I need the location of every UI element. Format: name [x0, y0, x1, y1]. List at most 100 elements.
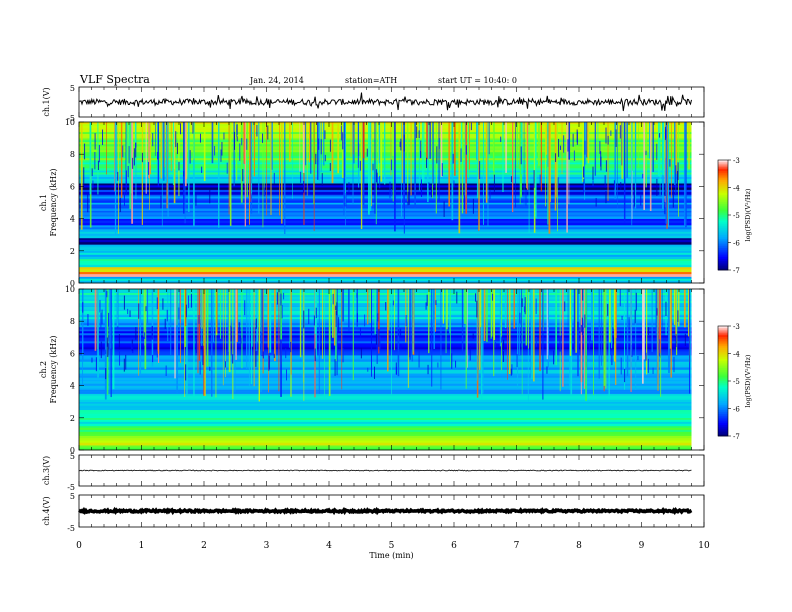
x-tick-label: 10	[698, 541, 710, 551]
spectrogram-streak	[637, 355, 639, 361]
spectrogram-streak	[202, 348, 204, 366]
spectrogram-cell	[79, 433, 692, 437]
spectrogram-cell	[79, 260, 692, 264]
spectrogram-cell	[79, 405, 692, 409]
spectrogram-streak	[475, 293, 477, 302]
spectrogram-cell	[79, 438, 692, 441]
spectrogram-streak	[303, 310, 305, 329]
spectrogram-streak	[631, 344, 633, 357]
spectrogram-streak	[492, 293, 494, 301]
panel-ch4: 5 -5 ch.4(V)	[42, 492, 705, 533]
spectrogram-streak	[409, 344, 411, 358]
spectrogram-streak	[341, 122, 344, 178]
spectrogram-streak	[547, 289, 549, 370]
spectrogram-streak	[329, 139, 331, 152]
spectrogram-streak	[662, 122, 665, 176]
spectrogram-streak	[172, 122, 175, 185]
spectrogram-streak	[329, 289, 331, 384]
colorbar-cell	[718, 182, 728, 185]
spectrogram-streak	[548, 122, 551, 234]
spectrogram-streak	[656, 178, 658, 196]
spectrogram-streak	[426, 122, 428, 160]
spectrogram-streak	[261, 289, 263, 357]
spectrogram-streak	[189, 150, 191, 164]
spectrogram-streak	[270, 122, 272, 215]
colorbar-cell	[718, 213, 728, 216]
colorbar-cell	[718, 262, 728, 265]
spectrogram-streak	[193, 122, 195, 226]
colorbar-cell	[718, 172, 728, 176]
spectrogram-streak	[105, 349, 107, 355]
spectrogram-streak	[685, 122, 687, 228]
spectrogram-streak	[289, 289, 291, 348]
spectrogram-streak	[198, 315, 200, 325]
spectrogram-cell	[79, 409, 692, 413]
spectrogram-streak	[315, 307, 317, 319]
spectrogram-cell	[79, 447, 692, 451]
spectrogram-streak	[605, 289, 607, 389]
spectrogram-streak	[645, 150, 647, 156]
spectrogram-streak	[260, 289, 262, 392]
spectrogram-streak	[389, 181, 391, 199]
spectrogram-streak	[585, 289, 587, 401]
spectrogram-streak	[133, 148, 135, 166]
spectrogram-streak	[340, 125, 342, 141]
spectrogram-streak	[561, 122, 563, 175]
spectrogram-streak	[350, 122, 352, 158]
spectrogram-streak	[135, 122, 137, 200]
spectrogram-streak	[183, 122, 185, 214]
spectrogram-streak	[443, 201, 445, 217]
spectrogram-streak	[449, 289, 451, 334]
spectrogram-streak	[313, 122, 315, 231]
spectrogram-streak	[591, 289, 593, 341]
spectrogram-streak	[303, 180, 305, 192]
spectrogram-cell	[79, 397, 692, 400]
spectrogram-streak	[598, 289, 600, 379]
spectrogram-streak	[399, 141, 401, 147]
spectrogram-streak	[584, 122, 586, 194]
spectrogram-streak	[451, 353, 453, 369]
colorbar-cell	[718, 244, 728, 247]
spectrogram-streak	[262, 122, 264, 228]
spectrogram-streak	[545, 122, 546, 207]
spectrogram-streak	[83, 167, 85, 185]
spectrogram-streak	[643, 122, 645, 210]
spectrogram-streak	[584, 314, 586, 328]
spectrogram-streak	[179, 289, 181, 364]
colorbar-tick-label: -6	[733, 240, 740, 248]
spectrogram-streak	[407, 191, 409, 206]
spectrogram-cell	[79, 341, 692, 344]
spectrogram-streak	[428, 182, 430, 189]
spectrogram-streak	[362, 122, 365, 205]
spectrogram-streak	[232, 289, 234, 399]
spectrogram-streak	[580, 324, 582, 333]
spectrogram-streak	[376, 289, 378, 364]
spectrogram-streak	[235, 289, 237, 360]
spectrogram-cell	[79, 345, 692, 348]
spectrogram-streak	[321, 173, 323, 187]
colorbar-cell	[718, 227, 728, 231]
spectrogram-streak	[500, 136, 502, 142]
spectrogram-cell	[79, 189, 692, 193]
spectrogram-streak	[247, 122, 249, 157]
spectrogram-streak	[640, 195, 642, 206]
spectrogram-streak	[533, 170, 535, 188]
spectrogram-streak	[336, 302, 338, 316]
spectrogram-cell	[79, 383, 692, 386]
spectrogram-streak	[224, 361, 226, 368]
spectrogram-streak	[271, 122, 273, 170]
spectrogram-streak	[465, 122, 468, 214]
spectrogram-streak	[336, 289, 338, 376]
spectrogram-streak	[145, 122, 147, 194]
colorbar-cell	[718, 410, 728, 413]
colorbar-cell	[718, 255, 728, 258]
spectrogram-streak	[555, 153, 557, 163]
spectrogram-streak	[209, 189, 211, 204]
spectrogram-cell	[79, 269, 692, 273]
spectrogram-streak	[236, 289, 238, 342]
spectrogram-streak	[144, 289, 147, 370]
spectrogram-streak	[197, 289, 199, 374]
spectrogram-streak	[165, 365, 167, 377]
spectrogram-streak	[581, 317, 583, 335]
